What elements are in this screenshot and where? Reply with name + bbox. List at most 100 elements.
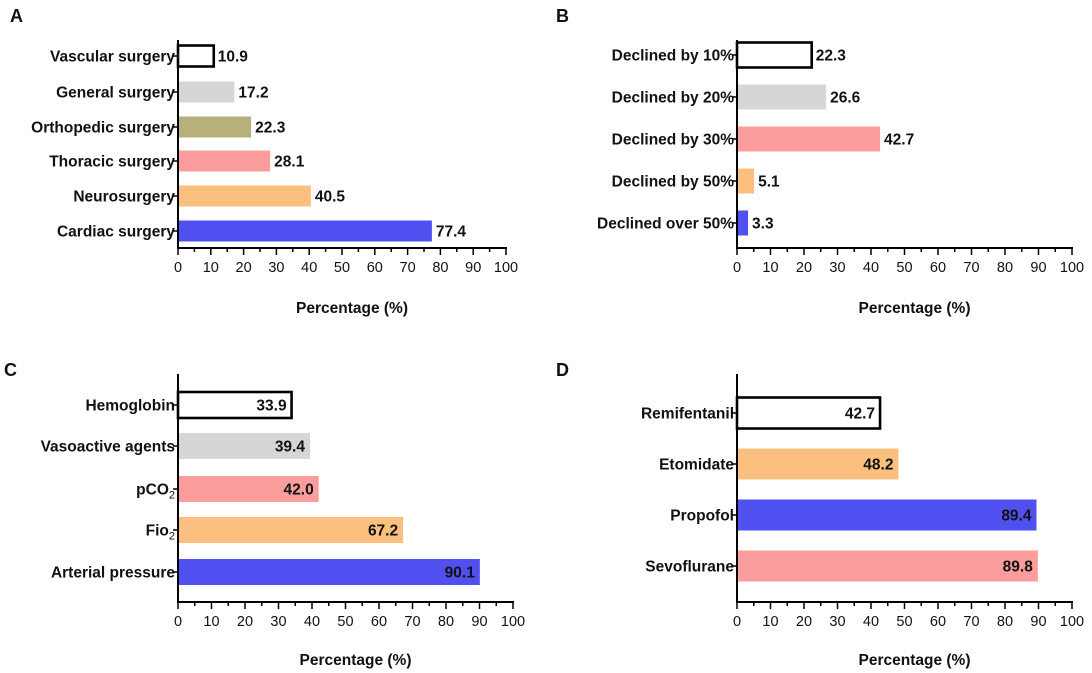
category-label: Remifentanil (641, 406, 734, 423)
x-tick-label: 80 (432, 260, 448, 276)
x-tick-label: 70 (400, 260, 416, 276)
category-label: Declined by 20% (612, 90, 735, 107)
value-label: 67.2 (368, 523, 398, 540)
x-tick-label: 50 (896, 260, 912, 276)
x-tick-label: 40 (863, 614, 879, 630)
panel-letter: C (4, 360, 17, 380)
category-label: Sevoflurane (645, 559, 734, 576)
category-label: Vasoactive agents (41, 439, 175, 456)
x-tick-label: 10 (762, 614, 778, 630)
category-label: Declined by 10% (612, 48, 735, 65)
x-tick-label: 80 (438, 614, 454, 630)
x-tick-label: 0 (174, 260, 182, 276)
bar (737, 550, 1038, 582)
value-label: 42.0 (284, 482, 314, 499)
bar (178, 150, 271, 172)
bar (178, 517, 404, 543)
bar (737, 126, 881, 152)
bar (737, 210, 749, 236)
chart-panel-b: B Declined by 10% 22.3 Declined by 20% 26.6 D… (556, 6, 1084, 317)
category-label: pCO2 (136, 482, 175, 502)
bar (176, 44, 216, 68)
x-tick-label: 100 (501, 614, 525, 630)
chart-panel-d: D Remifentanil 42.7 Etomidate 48.2 Propofol 89… (556, 360, 1084, 669)
category-label: Propofol (670, 508, 734, 525)
value-label: 39.4 (275, 439, 306, 456)
category-label: Orthopedic surgery (31, 120, 175, 137)
bar (178, 476, 319, 502)
x-tick-label: 10 (203, 260, 219, 276)
x-tick-label: 30 (829, 260, 845, 276)
x-tick-label: 100 (1060, 260, 1084, 276)
x-tick-label: 100 (1060, 614, 1084, 630)
bar (178, 185, 311, 207)
category-label: General surgery (56, 85, 175, 102)
x-tick-label: 30 (268, 260, 284, 276)
category-label: Neurosurgery (73, 189, 175, 206)
value-label: 3.3 (752, 216, 774, 233)
bar (178, 433, 310, 459)
x-tick-label: 90 (1030, 614, 1046, 630)
x-tick-label: 10 (762, 260, 778, 276)
bar (178, 220, 432, 242)
x-tick-label: 70 (963, 614, 979, 630)
value-label: 89.8 (1003, 559, 1034, 576)
x-tick-label: 60 (367, 260, 383, 276)
category-label: Etomidate (659, 457, 734, 474)
x-tick-label: 100 (494, 260, 518, 276)
x-tick-label: 30 (270, 614, 286, 630)
chart-panel-c: C Hemoglobin 33.9 Vasoactive agents 39.4 pCO2… (4, 360, 525, 669)
value-label: 33.9 (256, 398, 287, 415)
value-label: 28.1 (274, 154, 305, 171)
value-label: 40.5 (315, 189, 346, 206)
category-label: Fio2 (146, 523, 175, 543)
x-axis-label: Percentage (%) (296, 300, 408, 317)
x-tick-label: 80 (997, 260, 1013, 276)
category-label: Declined by 50% (612, 174, 735, 191)
category-label: Hemoglobin (85, 398, 175, 415)
bar (737, 448, 899, 480)
x-tick-label: 0 (733, 614, 741, 630)
category-subscript: 2 (169, 490, 175, 502)
value-label: 22.3 (255, 120, 286, 137)
x-tick-label: 0 (733, 260, 741, 276)
value-label: 42.7 (884, 132, 914, 149)
bar (737, 499, 1037, 531)
x-axis-label: Percentage (%) (859, 652, 971, 669)
value-label: 89.4 (1001, 508, 1032, 525)
x-tick-label: 20 (796, 260, 812, 276)
x-tick-label: 60 (930, 260, 946, 276)
x-tick-label: 50 (337, 614, 353, 630)
value-label: 90.1 (445, 565, 476, 582)
panel-letter: D (556, 360, 569, 380)
x-tick-label: 0 (174, 614, 182, 630)
x-tick-label: 90 (465, 260, 481, 276)
category-label: Vascular surgery (50, 49, 175, 66)
x-tick-label: 40 (304, 614, 320, 630)
category-label: Thoracic surgery (49, 154, 175, 171)
value-label: 42.7 (845, 406, 875, 423)
x-tick-label: 30 (829, 614, 845, 630)
bar (735, 41, 814, 69)
value-label: 17.2 (238, 85, 268, 102)
x-tick-label: 40 (301, 260, 317, 276)
value-label: 48.2 (863, 457, 893, 474)
x-tick-label: 60 (930, 614, 946, 630)
x-axis-label: Percentage (%) (859, 300, 971, 317)
value-label: 77.4 (436, 224, 467, 241)
x-tick-label: 90 (1030, 260, 1046, 276)
x-tick-label: 10 (203, 614, 219, 630)
bar (178, 81, 235, 103)
bar (737, 84, 827, 110)
panel-letter: A (10, 6, 23, 26)
x-tick-label: 50 (334, 260, 350, 276)
value-label: 5.1 (758, 174, 780, 191)
x-tick-label: 90 (471, 614, 487, 630)
bar (178, 116, 252, 138)
value-label: 26.6 (830, 90, 861, 107)
category-label: Arterial pressure (51, 565, 175, 582)
x-tick-label: 70 (404, 614, 420, 630)
x-tick-label: 20 (237, 614, 253, 630)
x-axis-label: Percentage (%) (300, 652, 412, 669)
